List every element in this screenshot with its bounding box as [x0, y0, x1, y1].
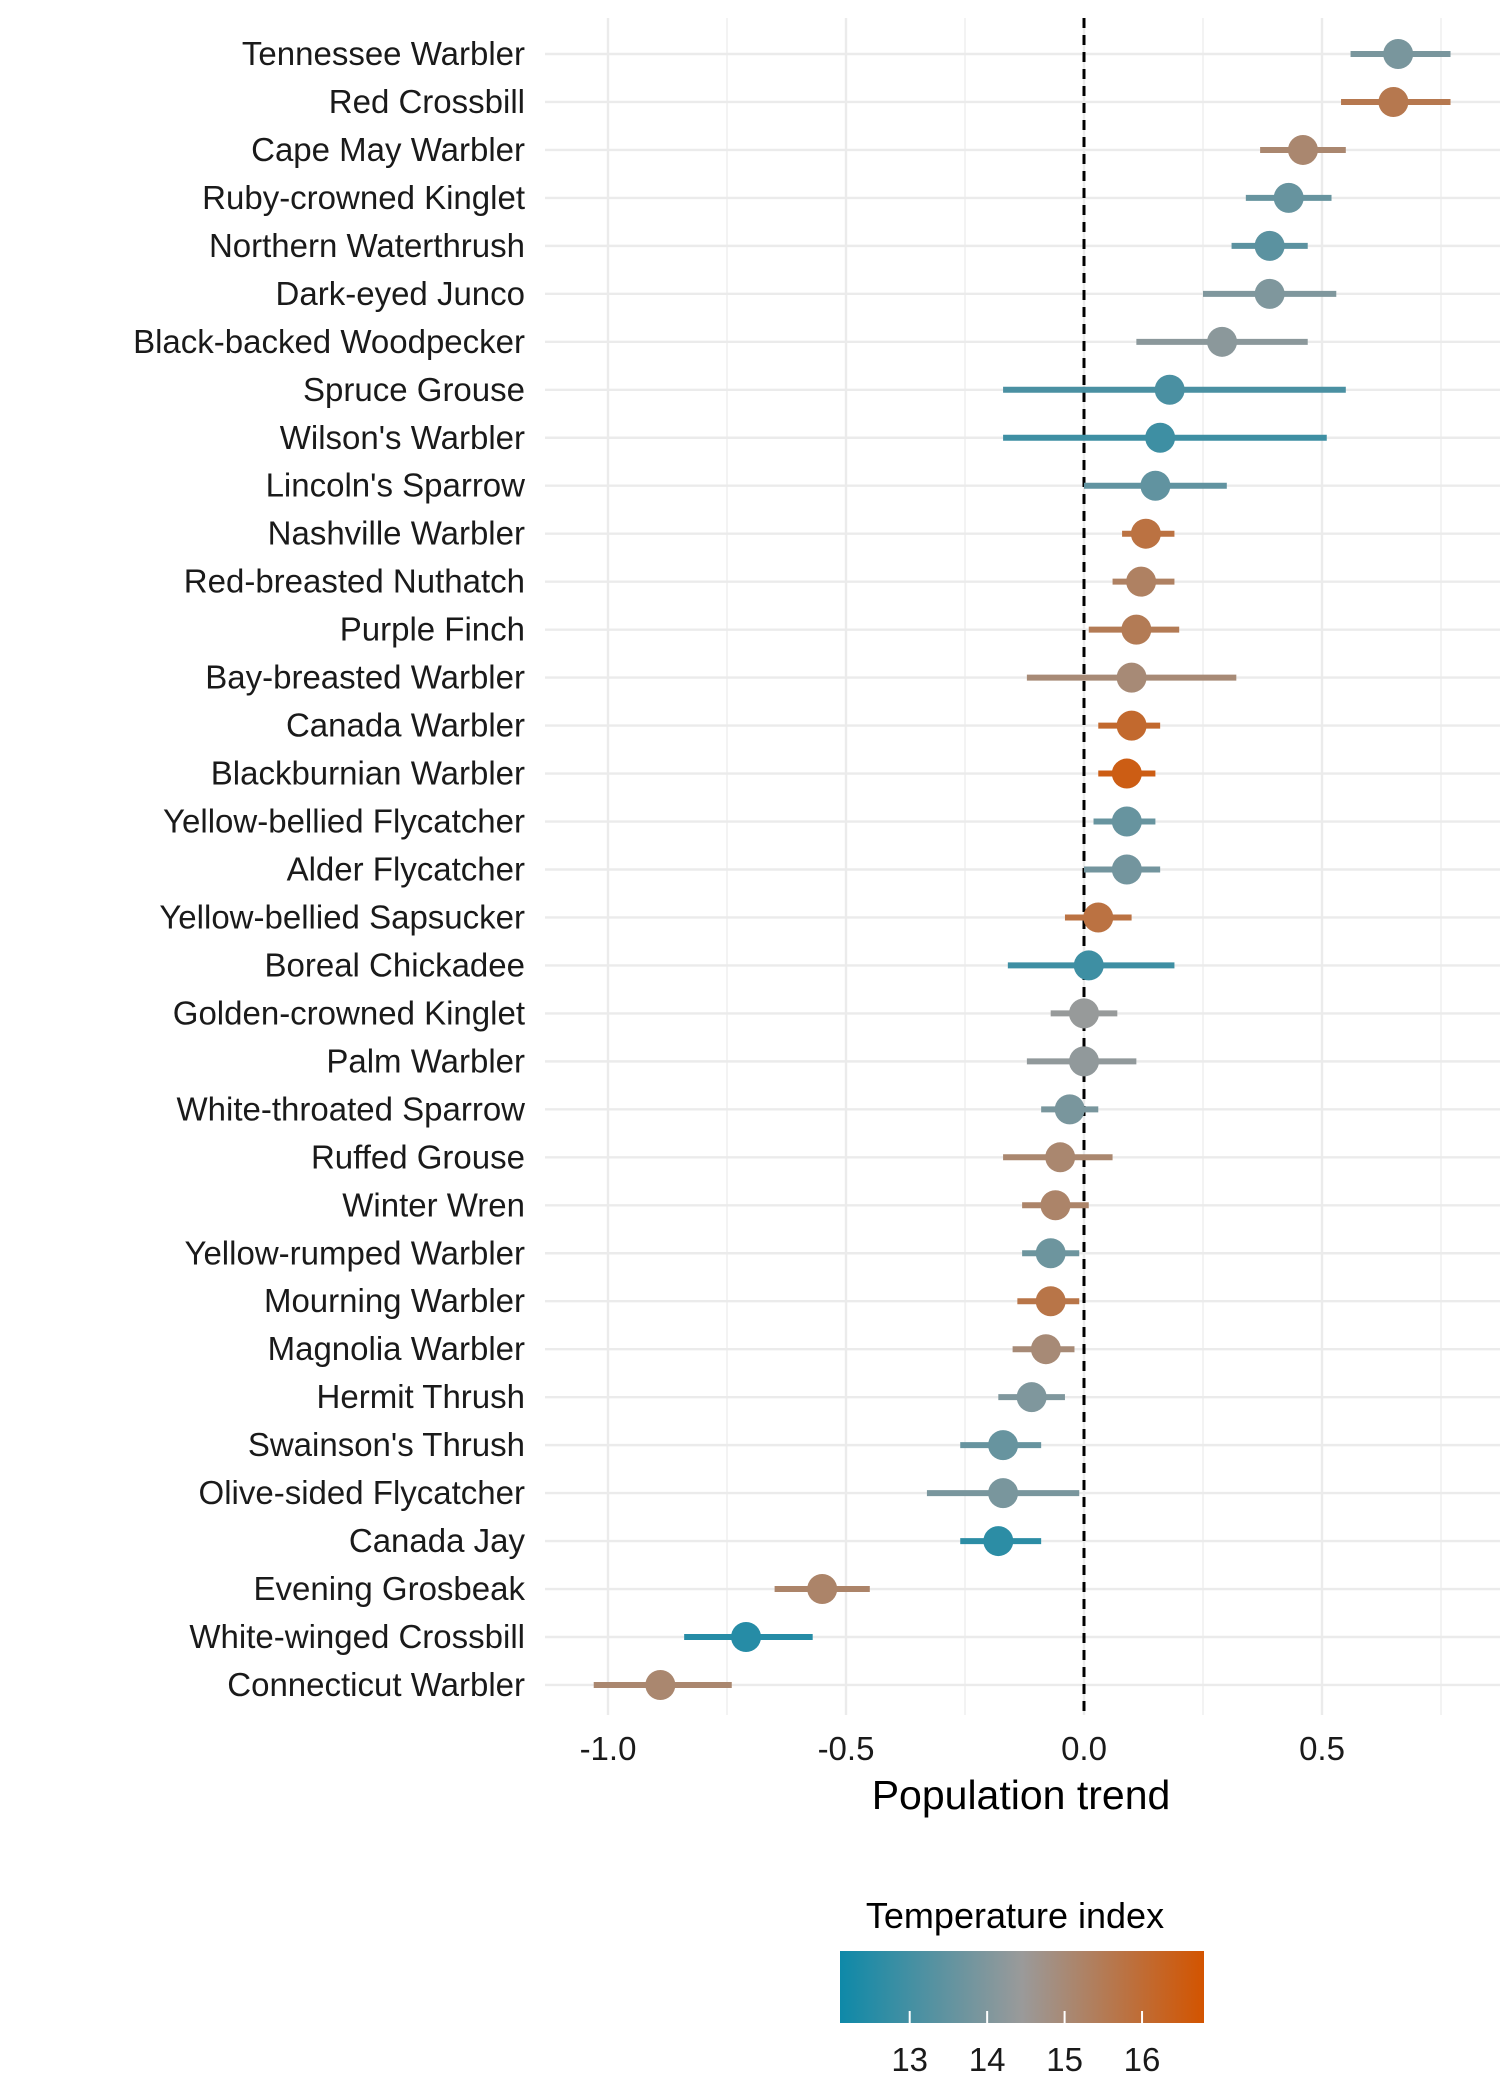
- species-label: Canada Jay: [349, 1522, 526, 1559]
- x-tick-label: 0.0: [1061, 1730, 1107, 1767]
- plot-marks: [593, 39, 1451, 1700]
- trend-estimate-point: [1287, 134, 1318, 165]
- trend-estimate-point: [731, 1622, 762, 1653]
- species-label: Hermit Thrush: [317, 1378, 525, 1415]
- species-label: Black-backed Woodpecker: [133, 323, 525, 360]
- species-label: Canada Warbler: [286, 707, 525, 744]
- trend-estimate-point: [807, 1574, 838, 1605]
- species-label: Bay-breasted Warbler: [205, 659, 525, 696]
- species-label: Palm Warbler: [326, 1042, 525, 1079]
- trend-estimate-point: [988, 1430, 1019, 1461]
- trend-estimate-point: [1145, 422, 1176, 453]
- x-tick-label: -1.0: [580, 1730, 637, 1767]
- trend-estimate-point: [983, 1526, 1014, 1557]
- species-label: Golden-crowned Kinglet: [173, 994, 525, 1031]
- species-label: Ruffed Grouse: [311, 1138, 525, 1175]
- trend-estimate-point: [1126, 566, 1157, 597]
- trend-estimate-point: [1073, 950, 1104, 981]
- species-label: Red-breasted Nuthatch: [184, 563, 525, 600]
- trend-estimate-point: [1045, 1142, 1076, 1173]
- trend-estimate-point: [988, 1478, 1019, 1509]
- species-label: Yellow-bellied Flycatcher: [163, 803, 525, 840]
- species-label: Connecticut Warbler: [227, 1666, 525, 1703]
- trend-estimate-point: [1111, 758, 1142, 789]
- species-label: Northern Waterthrush: [209, 227, 525, 264]
- trend-estimate-point: [1378, 86, 1409, 117]
- species-label: Purple Finch: [340, 611, 525, 648]
- species-label: Nashville Warbler: [268, 515, 525, 552]
- x-tick-label: -0.5: [818, 1730, 875, 1767]
- colorbar-ticks: 13 14 15 16: [891, 2011, 1160, 2078]
- trend-estimate-point: [1140, 470, 1171, 501]
- colorbar-tick-label: 13: [891, 2041, 928, 2078]
- colorbar-tick-label: 14: [969, 2041, 1006, 2078]
- species-label: Magnolia Warbler: [268, 1330, 525, 1367]
- trend-estimate-point: [1254, 278, 1285, 309]
- trend-estimate-point: [1083, 902, 1114, 933]
- species-label: White-throated Sparrow: [177, 1090, 526, 1127]
- species-label: Lincoln's Sparrow: [266, 467, 526, 504]
- trend-estimate-point: [1273, 182, 1304, 213]
- trend-estimate-point: [1154, 374, 1185, 405]
- colorbar-title: Temperature index: [866, 1895, 1164, 1936]
- species-label: Ruby-crowned Kinglet: [202, 179, 525, 216]
- species-label: Boreal Chickadee: [265, 946, 526, 983]
- trend-estimate-point: [1254, 230, 1285, 261]
- species-label: Wilson's Warbler: [280, 419, 525, 456]
- trend-estimate-point: [1383, 39, 1414, 69]
- species-label: Olive-sided Flycatcher: [199, 1474, 525, 1511]
- species-label: Winter Wren: [342, 1186, 525, 1223]
- species-label: Spruce Grouse: [303, 371, 525, 408]
- trend-estimate-point: [1121, 614, 1152, 645]
- trend-estimate-point: [1035, 1238, 1066, 1269]
- x-tick-label: 0.5: [1299, 1730, 1345, 1767]
- species-labels: Tennessee Warbler Red Crossbill Cape May W…: [133, 35, 525, 1703]
- trend-estimate-point: [1111, 854, 1142, 885]
- species-label: Red Crossbill: [329, 83, 525, 120]
- species-label: Cape May Warbler: [251, 131, 525, 168]
- colorbar-tick-label: 15: [1046, 2041, 1083, 2078]
- trend-estimate-point: [1111, 806, 1142, 837]
- trend-estimate-point: [1207, 326, 1238, 357]
- colorbar-gradient: [840, 1951, 1204, 2023]
- species-label: Evening Grosbeak: [254, 1570, 526, 1607]
- trend-estimate-point: [1040, 1190, 1071, 1221]
- species-label: White-winged Crossbill: [189, 1618, 525, 1655]
- colorbar-tick-label: 16: [1124, 2041, 1161, 2078]
- x-axis-title: Population trend: [872, 1772, 1171, 1818]
- species-label: Blackburnian Warbler: [211, 755, 525, 792]
- trend-estimate-point: [1116, 662, 1147, 693]
- species-label: Swainson's Thrush: [248, 1426, 525, 1463]
- species-label: Yellow-rumped Warbler: [184, 1234, 525, 1271]
- species-label: Mourning Warbler: [264, 1282, 525, 1319]
- colorbar-legend: Temperature index 13 14 15 16: [840, 1895, 1204, 2078]
- trend-estimate-point: [1054, 1094, 1085, 1125]
- species-label: Dark-eyed Junco: [276, 275, 525, 312]
- trend-estimate-point: [1030, 1334, 1061, 1365]
- x-tick-labels: -1.0 -0.5 0.0 0.5: [580, 1730, 1345, 1767]
- trend-estimate-point: [1069, 998, 1099, 1029]
- trend-estimate-point: [1116, 710, 1147, 741]
- species-label: Tennessee Warbler: [242, 35, 525, 72]
- plot-grid: [545, 18, 1500, 1715]
- species-label: Yellow-bellied Sapsucker: [159, 898, 525, 935]
- trend-estimate-point: [1069, 1046, 1099, 1077]
- trend-estimate-point: [1035, 1286, 1066, 1317]
- trend-estimate-point: [1016, 1382, 1047, 1413]
- trend-estimate-point: [645, 1669, 676, 1700]
- species-label: Alder Flycatcher: [287, 850, 525, 887]
- trend-estimate-point: [1130, 518, 1161, 549]
